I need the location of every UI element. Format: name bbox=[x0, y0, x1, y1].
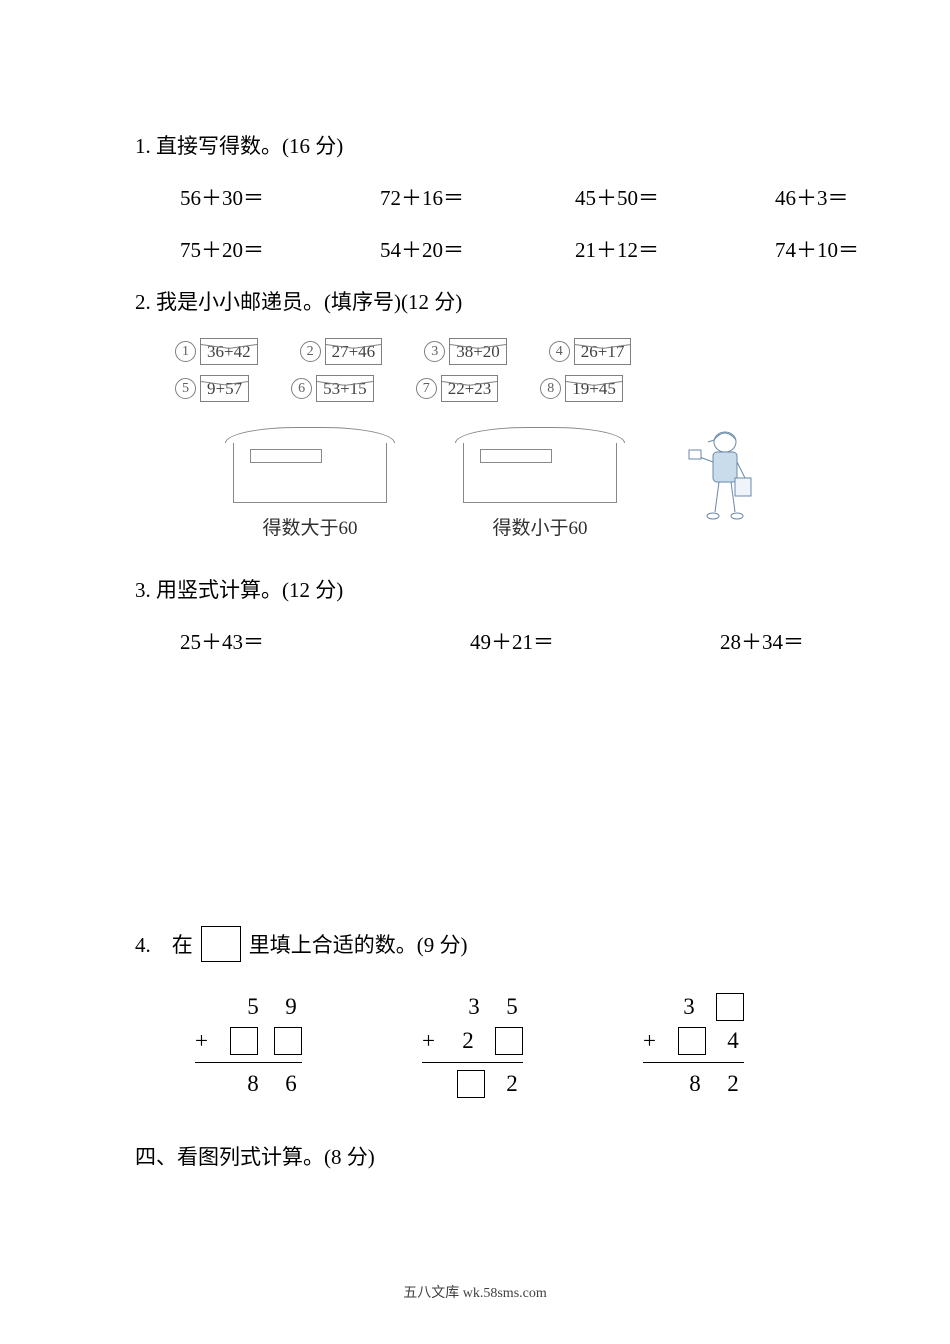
mailbox-label: 得数小于60 bbox=[492, 513, 587, 540]
digit: 6 bbox=[280, 1071, 302, 1097]
q4-title: 4. 在 里填上合适的数。(9 分) bbox=[135, 926, 830, 962]
item-number: 8 bbox=[540, 378, 561, 399]
item-number: 1 bbox=[175, 341, 196, 362]
q3-eq: 25＋43＝ bbox=[180, 626, 470, 656]
worksheet-page: 1. 直接写得数。(16 分) 56＋30＝ 72＋16＝ 45＋50＝ 46＋… bbox=[0, 0, 950, 1344]
digit: 5 bbox=[501, 994, 523, 1020]
q2-title: 2. 我是小小邮递员。(填序号)(12 分) bbox=[135, 286, 830, 316]
q1-row-2: 75＋20＝ 54＋20＝ 21＋12＝ 74＋10＝ bbox=[180, 234, 830, 264]
rule-line bbox=[422, 1062, 523, 1063]
q1-eq: 72＋16＝ bbox=[380, 182, 575, 212]
envelope-item: 6 53+15 bbox=[291, 375, 374, 402]
envelope-icon: 36+42 bbox=[200, 338, 258, 365]
plus-sign: + bbox=[643, 1028, 656, 1054]
blank-box-icon bbox=[457, 1070, 485, 1098]
question-1: 1. 直接写得数。(16 分) 56＋30＝ 72＋16＝ 45＋50＝ 46＋… bbox=[135, 130, 830, 264]
q3-eq: 28＋34＝ bbox=[720, 626, 804, 656]
blank-box-icon bbox=[230, 1027, 258, 1055]
digit: 2 bbox=[722, 1071, 744, 1097]
envelope-icon: 53+15 bbox=[316, 375, 374, 402]
q1-eq: 74＋10＝ bbox=[775, 234, 859, 264]
mailbox-icon bbox=[455, 427, 625, 505]
question-2: 2. 我是小小邮递员。(填序号)(12 分) 1 36+42 2 27+46 3… bbox=[135, 286, 830, 540]
q3-eq: 49＋21＝ bbox=[470, 626, 720, 656]
q4-prefix: 4. 在 bbox=[135, 929, 193, 959]
digit: 3 bbox=[678, 994, 700, 1020]
item-number: 7 bbox=[416, 378, 437, 399]
envelope-item: 1 36+42 bbox=[175, 338, 258, 365]
digit: 2 bbox=[457, 1028, 479, 1054]
envelope-icon: 27+46 bbox=[325, 338, 383, 365]
envelope-grid: 1 36+42 2 27+46 3 38+20 4 26+17 5 bbox=[175, 338, 830, 540]
digit: 8 bbox=[242, 1071, 264, 1097]
plus-sign: + bbox=[195, 1028, 208, 1054]
envelope-icon: 26+17 bbox=[574, 338, 632, 365]
q1-row-1: 56＋30＝ 72＋16＝ 45＋50＝ 46＋3＝ bbox=[180, 182, 830, 212]
digit: 5 bbox=[242, 994, 264, 1020]
q1-eq: 56＋30＝ bbox=[180, 182, 380, 212]
mailbox-row: 得数大于60 得数小于60 bbox=[225, 420, 830, 540]
digit: 9 bbox=[280, 994, 302, 1020]
envelope-item: 7 22+23 bbox=[416, 375, 499, 402]
envelope-icon: 19+45 bbox=[565, 375, 623, 402]
envelope-item: 2 27+46 bbox=[300, 338, 383, 365]
q3-row: 25＋43＝ 49＋21＝ 28＋34＝ bbox=[180, 626, 830, 656]
item-number: 5 bbox=[175, 378, 196, 399]
q1-title: 1. 直接写得数。(16 分) bbox=[135, 130, 830, 160]
digit: 8 bbox=[684, 1071, 706, 1097]
q1-eq: 45＋50＝ bbox=[575, 182, 775, 212]
q4-suffix: 里填上合适的数。(9 分) bbox=[249, 929, 468, 959]
vertical-addition: 35 +2 2 bbox=[422, 990, 523, 1101]
section-4-title: 四、看图列式计算。(8 分) bbox=[135, 1141, 830, 1171]
q3-title: 3. 用竖式计算。(12 分) bbox=[135, 574, 830, 604]
envelope-item: 4 26+17 bbox=[549, 338, 632, 365]
mailbox-icon bbox=[225, 427, 395, 505]
item-number: 6 bbox=[291, 378, 312, 399]
q1-eq: 75＋20＝ bbox=[180, 234, 380, 264]
envelope-item: 5 9+57 bbox=[175, 375, 249, 402]
rule-line bbox=[643, 1062, 744, 1063]
envelope-icon: 38+20 bbox=[449, 338, 507, 365]
postman-icon bbox=[685, 420, 755, 540]
digit: 2 bbox=[501, 1071, 523, 1097]
vertical-addition: 59 + 86 bbox=[195, 990, 302, 1101]
mailbox-left: 得数大于60 bbox=[225, 427, 395, 540]
mailbox-right: 得数小于60 bbox=[455, 427, 625, 540]
question-4: 4. 在 里填上合适的数。(9 分) 59 + 86 35 +2 2 3 +4 bbox=[135, 926, 830, 1101]
rule-line bbox=[195, 1062, 302, 1063]
q1-eq: 46＋3＝ bbox=[775, 182, 849, 212]
blank-box-icon bbox=[716, 993, 744, 1021]
vertical-addition: 3 +4 82 bbox=[643, 990, 744, 1101]
page-footer: 五八文库 wk.58sms.com bbox=[0, 1282, 950, 1302]
envelope-item: 8 19+45 bbox=[540, 375, 623, 402]
envelope-icon: 22+23 bbox=[441, 375, 499, 402]
item-number: 4 bbox=[549, 341, 570, 362]
blank-box-icon bbox=[495, 1027, 523, 1055]
envelope-row: 1 36+42 2 27+46 3 38+20 4 26+17 bbox=[175, 338, 830, 365]
q1-eq: 54＋20＝ bbox=[380, 234, 575, 264]
blank-box-icon bbox=[201, 926, 241, 962]
digit: 4 bbox=[722, 1028, 744, 1054]
vertical-stacks: 59 + 86 35 +2 2 3 +4 82 bbox=[195, 990, 830, 1101]
envelope-item: 3 38+20 bbox=[424, 338, 507, 365]
plus-sign: + bbox=[422, 1028, 435, 1054]
mailbox-label: 得数大于60 bbox=[262, 513, 357, 540]
item-number: 2 bbox=[300, 341, 321, 362]
envelope-row: 5 9+57 6 53+15 7 22+23 8 19+45 bbox=[175, 375, 830, 402]
item-number: 3 bbox=[424, 341, 445, 362]
question-3: 3. 用竖式计算。(12 分) 25＋43＝ 49＋21＝ 28＋34＝ bbox=[135, 574, 830, 656]
envelope-icon: 9+57 bbox=[200, 375, 249, 402]
blank-box-icon bbox=[678, 1027, 706, 1055]
q1-eq: 21＋12＝ bbox=[575, 234, 775, 264]
blank-box-icon bbox=[274, 1027, 302, 1055]
digit: 3 bbox=[463, 994, 485, 1020]
